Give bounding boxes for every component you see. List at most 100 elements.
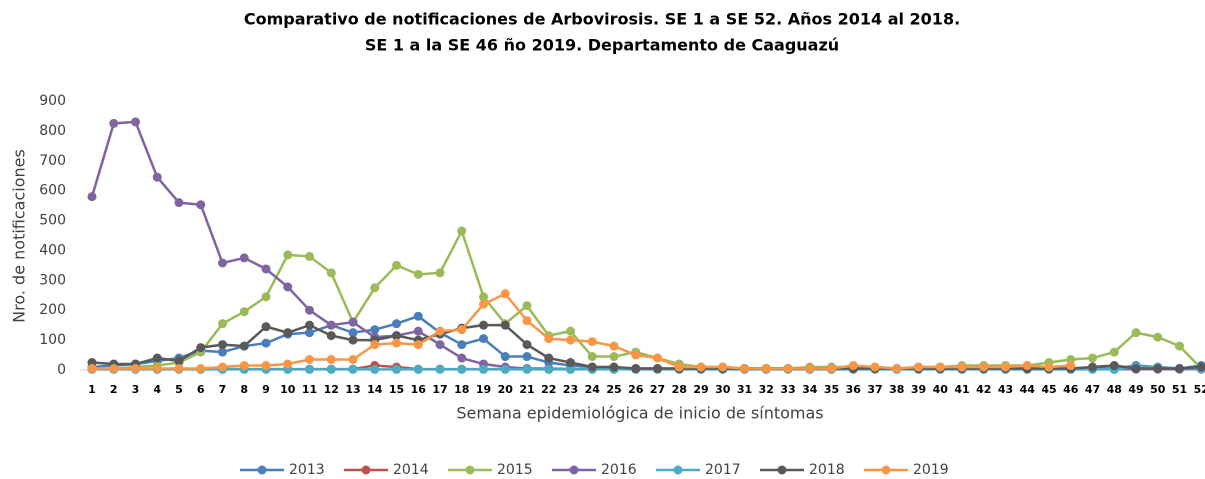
data-point <box>1088 362 1097 372</box>
data-point <box>479 364 488 374</box>
x-tick-label: 6 <box>197 383 205 396</box>
data-point <box>348 328 358 338</box>
x-tick-label: 9 <box>262 383 270 396</box>
x-tick-label: 28 <box>672 383 687 396</box>
data-point <box>653 364 662 374</box>
data-point <box>522 364 532 374</box>
chart-title: Comparativo de notificaciones de Arbovir… <box>244 10 960 29</box>
x-tick-label: 24 <box>585 383 601 396</box>
data-point <box>87 192 97 202</box>
data-point <box>674 362 684 372</box>
y-tick-label: 300 <box>39 272 66 288</box>
data-point <box>935 362 945 372</box>
series-line <box>92 227 1203 370</box>
y-tick-label: 400 <box>39 242 66 258</box>
x-tick-label: 51 <box>1172 383 1187 396</box>
data-point <box>196 364 206 374</box>
data-point <box>370 325 380 335</box>
data-point <box>218 362 227 372</box>
data-point <box>1066 361 1076 371</box>
data-point <box>979 362 989 372</box>
data-point <box>500 364 510 374</box>
x-tick-label: 21 <box>519 383 534 396</box>
data-point <box>218 258 227 268</box>
data-point <box>392 338 401 348</box>
data-point <box>305 320 314 330</box>
data-point <box>370 364 380 374</box>
x-tick-label: 27 <box>650 383 665 396</box>
x-tick-label: 44 <box>1020 383 1036 396</box>
data-point <box>261 292 271 302</box>
data-point <box>457 364 467 374</box>
data-point <box>370 283 380 293</box>
data-point <box>1153 364 1163 374</box>
data-point <box>500 289 510 299</box>
data-point <box>522 352 532 362</box>
x-tick-label: 43 <box>998 383 1013 396</box>
data-point <box>435 364 445 374</box>
data-point <box>370 340 380 350</box>
data-point <box>435 340 445 350</box>
x-tick-label: 26 <box>628 383 644 396</box>
data-point <box>326 268 336 278</box>
data-point <box>218 340 227 350</box>
x-tick-label: 42 <box>976 383 991 396</box>
x-tick-label: 5 <box>175 383 183 396</box>
x-tick-label: 16 <box>411 383 427 396</box>
x-tick-label: 20 <box>498 383 514 396</box>
data-point <box>566 364 575 374</box>
data-point <box>892 364 902 374</box>
x-tick-label: 37 <box>867 383 882 396</box>
data-point <box>696 362 706 372</box>
y-tick-label: 500 <box>39 213 66 229</box>
legend-marker <box>465 465 475 475</box>
x-tick-label: 22 <box>541 383 556 396</box>
x-tick-label: 12 <box>324 383 339 396</box>
legend-marker <box>673 465 683 475</box>
data-point <box>566 326 575 336</box>
data-point <box>218 347 227 357</box>
data-point <box>305 328 314 338</box>
x-tick-label: 23 <box>563 383 578 396</box>
data-point <box>348 335 358 345</box>
data-point <box>261 264 271 274</box>
data-point <box>479 292 488 302</box>
legend-label: 2016 <box>601 462 637 478</box>
y-tick-label: 100 <box>39 332 66 348</box>
data-point <box>218 319 227 329</box>
y-tick-label: 700 <box>39 153 66 169</box>
x-tick-label: 33 <box>780 383 795 396</box>
x-tick-label: 50 <box>1150 383 1166 396</box>
data-point <box>413 269 423 279</box>
data-point <box>392 364 401 374</box>
data-point <box>566 335 575 345</box>
data-point <box>500 352 510 362</box>
data-point <box>1001 362 1010 372</box>
y-tick-label: 200 <box>39 302 66 318</box>
x-tick-label: 52 <box>1194 383 1205 396</box>
data-point <box>109 118 119 128</box>
x-tick-label: 40 <box>933 383 949 396</box>
data-point <box>566 358 575 368</box>
data-point <box>522 340 532 350</box>
data-point <box>1175 341 1184 351</box>
data-point <box>609 341 619 351</box>
series-line <box>91 314 1202 370</box>
data-point <box>305 305 314 315</box>
x-tick-label: 2 <box>110 383 118 396</box>
data-point <box>283 250 293 260</box>
legend-marker <box>257 465 267 475</box>
legend-marker <box>777 465 787 475</box>
data-point <box>479 299 488 309</box>
data-point <box>413 311 423 321</box>
data-point <box>1109 347 1119 357</box>
x-tick-label: 3 <box>132 383 140 396</box>
x-tick-label: 35 <box>824 383 839 396</box>
legend-label: 2015 <box>497 462 533 478</box>
x-tick-label: 30 <box>715 383 731 396</box>
data-point <box>457 226 467 236</box>
x-tick-label: 46 <box>1063 383 1079 396</box>
legend-label: 2013 <box>289 462 325 478</box>
data-point <box>131 364 140 374</box>
data-point <box>392 260 401 270</box>
